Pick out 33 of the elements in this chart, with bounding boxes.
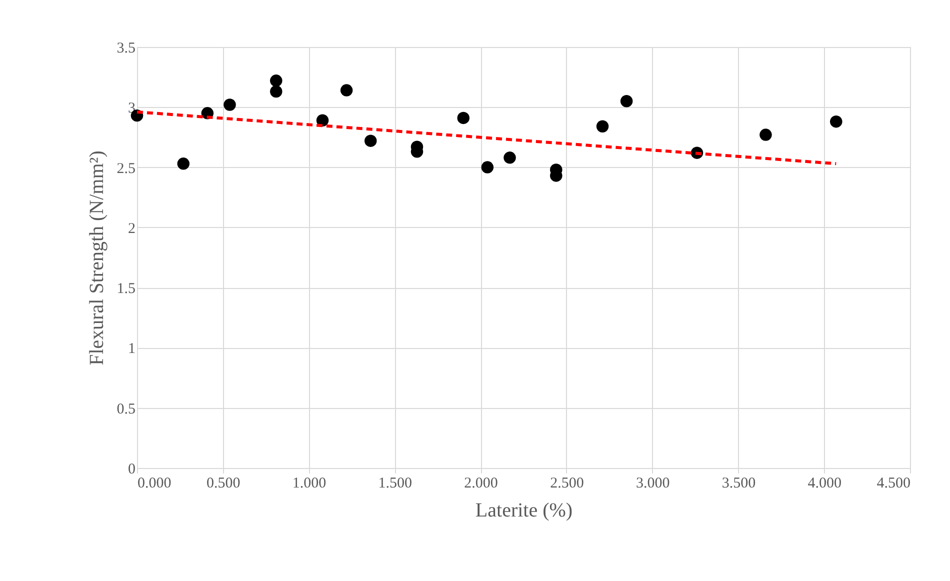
- x-tick-label: 1.500: [378, 476, 412, 492]
- x-tick-label: 0.000: [138, 476, 172, 492]
- x-tick-label: 0.500: [206, 476, 240, 492]
- x-tick-label: 3.000: [636, 476, 670, 492]
- point: [224, 98, 236, 111]
- point: [316, 114, 329, 126]
- x-axis-title: Laterite (%): [475, 500, 573, 522]
- x-tick-label: 1.000: [292, 476, 326, 492]
- y-tick-label: 0: [128, 462, 136, 478]
- point: [760, 128, 772, 141]
- x-tick-label: 2.000: [464, 476, 498, 492]
- point: [270, 74, 282, 87]
- x-tick-label: 4.000: [808, 476, 842, 492]
- y-tick-label: 1: [128, 341, 136, 358]
- x-tick-label: 4.500: [876, 476, 910, 492]
- point: [620, 95, 633, 108]
- y-tick-label: 0.5: [116, 401, 136, 418]
- y-tick-label: 1.5: [116, 281, 136, 298]
- point: [504, 152, 516, 164]
- point: [457, 112, 470, 124]
- y-tick-label: 2.5: [116, 160, 136, 177]
- x-tick-label: 2.500: [550, 476, 584, 492]
- point: [270, 85, 282, 98]
- y-tick-label: 2: [128, 220, 136, 237]
- y-axis-title: Flexural Strength (N/mm²): [86, 150, 108, 366]
- point: [481, 161, 494, 174]
- point: [340, 84, 353, 96]
- y-tick-label: 3.5: [116, 40, 136, 56]
- point: [830, 115, 842, 128]
- point: [177, 158, 190, 170]
- x-tick-label: 3.500: [722, 476, 756, 492]
- point: [364, 134, 377, 147]
- point: [596, 120, 609, 132]
